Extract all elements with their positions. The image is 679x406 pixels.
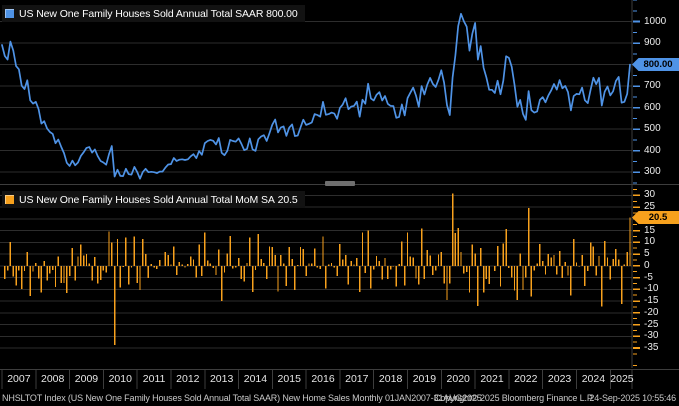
x-year-label: 2019 (412, 373, 437, 385)
x-year-label: 2018 (378, 373, 403, 385)
y-tick-label-top: 300 (644, 166, 661, 178)
saar-line-series[interactable] (1, 12, 631, 180)
y-tick-label-top: 600 (644, 101, 661, 113)
x-year-label: 2025 (610, 373, 634, 385)
y-tick-label-bottom: 10 (644, 236, 656, 248)
y-tick-label-bottom: 5 (644, 248, 650, 260)
x-year-label: 2024 (581, 373, 606, 385)
x-year-label: 2011 (142, 373, 166, 385)
x-year-label: 2007 (7, 373, 31, 385)
y-tick-label-bottom: -15 (644, 295, 659, 307)
legend-saar-label: US New One Family Houses Sold Annual Tot… (19, 7, 298, 20)
x-year-label: 2021 (480, 373, 504, 385)
mom-series-swatch-icon (5, 195, 14, 204)
x-year-label: 2023 (547, 373, 572, 385)
saar-series-swatch-icon (5, 9, 14, 18)
x-year-label: 2008 (40, 373, 65, 385)
y-tick-label-bottom: -25 (644, 318, 659, 330)
y-tick-label-bottom: 25 (644, 201, 656, 213)
y-tick-label-bottom: -30 (644, 330, 659, 342)
ticker-description: NHSLTOT Index (US New One Family Houses … (2, 393, 482, 403)
y-tick-label-bottom: 0 (644, 259, 650, 271)
y-tick-label-top: 500 (644, 123, 661, 135)
x-year-label: 2014 (243, 373, 268, 385)
x-year-label: 2012 (176, 373, 200, 385)
x-year-label: 2010 (108, 373, 132, 385)
x-year-label: 2016 (311, 373, 335, 385)
x-year-label: 2022 (514, 373, 538, 385)
y-tick-label-top: 400 (644, 144, 661, 156)
y-tick-label-bottom: -35 (644, 342, 659, 354)
legend-saar[interactable]: US New One Family Houses Sold Annual Tot… (2, 5, 305, 22)
y-tick-label-top: 1000 (644, 15, 667, 27)
x-year-label: 2013 (209, 373, 234, 385)
y-tick-label-bottom: 30 (644, 189, 656, 201)
legend-mom-label: US New One Family Houses Sold Annual Tot… (19, 193, 298, 206)
x-year-label: 2020 (446, 373, 470, 385)
panel-resize-handle[interactable] (325, 181, 355, 186)
x-year-label: 2009 (74, 373, 99, 385)
mom-last-value-bubble: 20.5 (632, 211, 679, 224)
y-tick-label-bottom: -10 (644, 283, 659, 295)
y-tick-label-bottom: -5 (644, 271, 653, 283)
xaxis-border (0, 369, 679, 370)
x-year-label: 2017 (345, 373, 369, 385)
y-tick-label-top: 700 (644, 80, 661, 92)
copyright-text: Copyright© 2025 Bloomberg Finance L.P. (434, 393, 594, 403)
saar-last-value-bubble: 800.00 (632, 58, 679, 71)
legend-mom[interactable]: US New One Family Houses Sold Annual Tot… (2, 191, 305, 208)
y-tick-label-bottom: -20 (644, 306, 659, 318)
timestamp-text: 24-Sep-2025 10:55:46 (589, 393, 676, 403)
y-tick-label-top: 900 (644, 37, 661, 49)
x-year-label: 2015 (277, 373, 301, 385)
y-tick-label-bottom: 15 (644, 224, 656, 236)
